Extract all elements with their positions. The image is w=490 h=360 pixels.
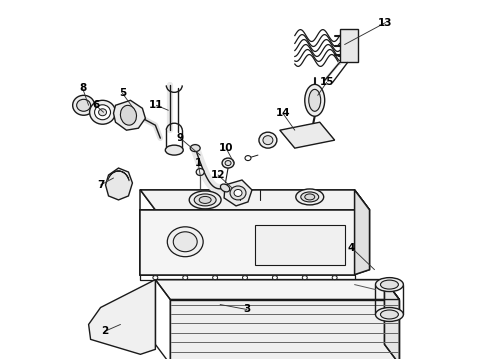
Text: 10: 10 (219, 143, 233, 153)
Ellipse shape (167, 227, 203, 257)
Ellipse shape (234, 189, 242, 197)
Polygon shape (280, 122, 335, 148)
Polygon shape (355, 190, 369, 275)
Text: 1: 1 (195, 158, 202, 168)
Text: 8: 8 (79, 84, 86, 93)
Ellipse shape (259, 132, 277, 148)
Ellipse shape (301, 192, 318, 202)
Ellipse shape (305, 84, 325, 116)
Polygon shape (255, 225, 344, 265)
Ellipse shape (296, 189, 324, 205)
Text: 14: 14 (275, 108, 290, 118)
Text: 12: 12 (211, 170, 225, 180)
Ellipse shape (380, 280, 398, 289)
Text: 6: 6 (92, 100, 99, 110)
Ellipse shape (305, 194, 315, 200)
Polygon shape (340, 28, 358, 62)
Ellipse shape (375, 278, 403, 292)
Polygon shape (155, 280, 399, 300)
Ellipse shape (90, 100, 116, 124)
Ellipse shape (165, 145, 183, 155)
Ellipse shape (199, 197, 211, 203)
Polygon shape (89, 280, 155, 354)
Polygon shape (141, 210, 155, 275)
Ellipse shape (375, 307, 403, 321)
Ellipse shape (380, 310, 398, 319)
Polygon shape (114, 100, 146, 130)
Ellipse shape (73, 95, 95, 115)
Ellipse shape (183, 276, 188, 280)
Ellipse shape (196, 168, 204, 176)
Ellipse shape (243, 276, 247, 280)
Ellipse shape (121, 105, 137, 125)
Text: 13: 13 (378, 18, 392, 28)
Text: 9: 9 (177, 133, 184, 143)
Ellipse shape (263, 136, 273, 145)
Ellipse shape (225, 161, 231, 166)
Text: 3: 3 (244, 305, 250, 315)
Ellipse shape (173, 232, 197, 252)
Ellipse shape (245, 156, 251, 161)
Polygon shape (224, 180, 252, 206)
Ellipse shape (302, 276, 307, 280)
Polygon shape (171, 300, 399, 360)
Ellipse shape (220, 184, 230, 192)
Ellipse shape (189, 191, 221, 209)
Text: 7: 7 (97, 180, 104, 190)
Polygon shape (385, 280, 399, 360)
Ellipse shape (272, 276, 277, 280)
Ellipse shape (213, 276, 218, 280)
Ellipse shape (332, 276, 337, 280)
Text: 4: 4 (348, 243, 355, 253)
Ellipse shape (76, 99, 91, 111)
Ellipse shape (222, 158, 234, 168)
Text: 15: 15 (319, 77, 334, 87)
Ellipse shape (309, 89, 321, 111)
Ellipse shape (98, 109, 106, 116)
Ellipse shape (230, 186, 246, 200)
Ellipse shape (190, 145, 200, 152)
Text: 11: 11 (149, 100, 164, 110)
Ellipse shape (95, 105, 111, 120)
Polygon shape (105, 168, 132, 200)
Polygon shape (141, 210, 355, 275)
Ellipse shape (194, 194, 216, 206)
Text: 2: 2 (101, 327, 108, 336)
Text: 5: 5 (119, 88, 126, 98)
Ellipse shape (153, 276, 158, 280)
Polygon shape (141, 190, 369, 210)
